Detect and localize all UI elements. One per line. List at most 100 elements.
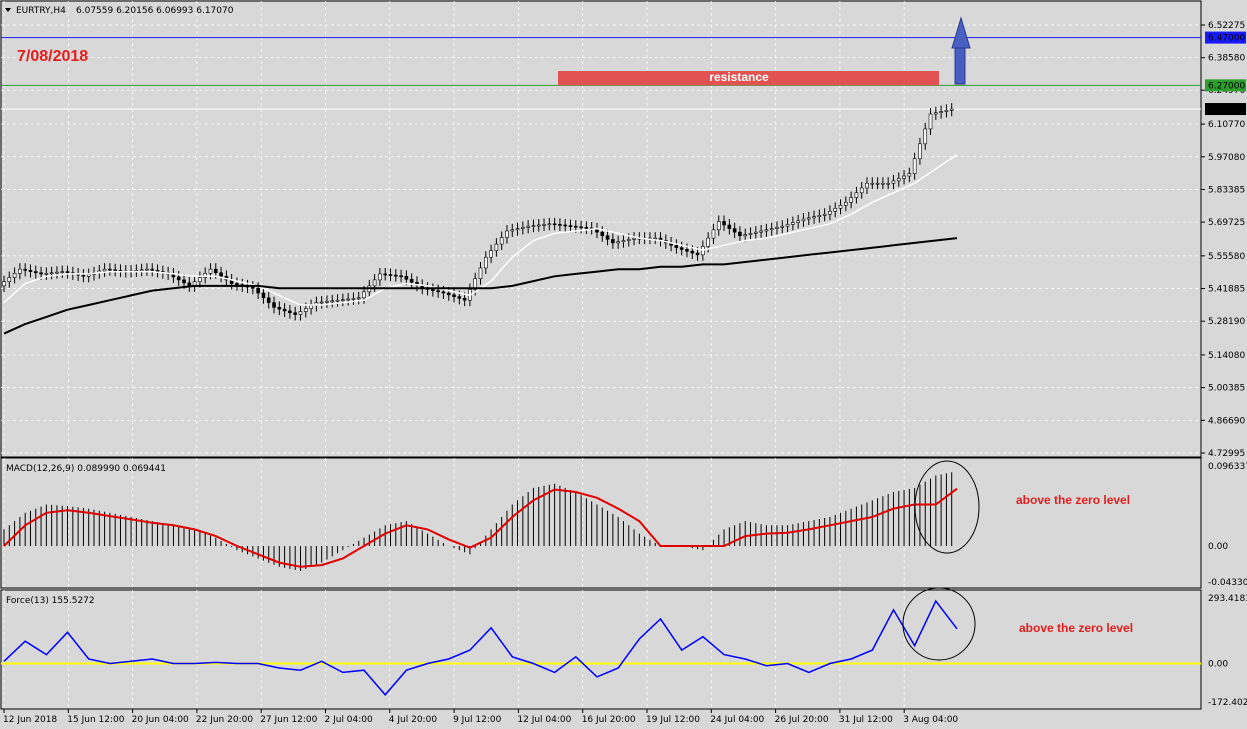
x-tick-label: 24 Jul 04:00 — [710, 715, 764, 725]
candle-body — [838, 205, 843, 209]
candle-body — [939, 111, 943, 114]
candle-body — [65, 271, 70, 274]
ohlc-label: 6.07559 6.20156 6.06993 6.17070 — [76, 6, 234, 16]
macd-y-axis-labels: 0.096337 0.00 -0.043303 — [1208, 462, 1247, 588]
candle-body — [309, 305, 313, 309]
candle-body — [494, 243, 499, 251]
candle-body — [531, 225, 536, 227]
candle-body — [409, 279, 414, 283]
macd-highlight-circle — [914, 460, 980, 554]
y-tick-label: 6.52275 — [1208, 21, 1245, 31]
candle-body — [452, 294, 456, 297]
y-tick-label: 6.10770 — [1208, 120, 1245, 130]
candle-body — [341, 299, 345, 301]
y-tick-label: 4.72995 — [1208, 449, 1245, 459]
dropdown-triangle-icon[interactable] — [5, 8, 11, 12]
candle-body — [801, 218, 806, 222]
candle-body — [780, 225, 785, 228]
candle-body — [695, 252, 700, 256]
candle-body — [282, 308, 287, 312]
force-panel — [0, 589, 1202, 710]
candle-body — [362, 291, 366, 299]
candle-body — [235, 283, 239, 285]
y-tick-label: 5.83385 — [1208, 185, 1245, 195]
candle-body — [404, 276, 409, 280]
candle-body — [812, 216, 816, 219]
date-annotation: 7/08/2018 — [17, 48, 88, 65]
candle-body — [706, 237, 710, 247]
candle-body — [558, 224, 562, 226]
y-tick-label: -0.043303 — [1208, 578, 1247, 588]
candle-body — [330, 300, 335, 303]
x-tick-label: 12 Jul 04:00 — [517, 715, 571, 725]
candle-body — [378, 273, 382, 281]
candle-body — [748, 233, 753, 235]
resistance-zone — [558, 71, 939, 86]
candle-body — [18, 268, 22, 274]
x-tick-label: 15 Jun 12:00 — [67, 715, 124, 725]
candle-body — [7, 277, 12, 282]
candle-body — [568, 225, 573, 227]
y-tick-label: 5.69725 — [1208, 218, 1245, 228]
candle-body — [616, 241, 620, 244]
y-tick-label: 4.86690 — [1208, 416, 1245, 426]
candle-body — [902, 175, 906, 179]
x-tick-label: 9 Jul 12:00 — [453, 715, 502, 725]
candle-body — [383, 273, 388, 276]
candle-body — [39, 272, 43, 275]
candle-body — [674, 244, 679, 248]
candle-body — [912, 158, 917, 174]
y-tick-label: 5.00385 — [1208, 384, 1245, 394]
symbol-label: EURTRY,H4 — [16, 6, 66, 16]
candle-body — [176, 276, 181, 281]
candle-body — [722, 221, 726, 226]
candle-body — [907, 173, 912, 177]
candle-body — [23, 268, 27, 271]
candle-body — [891, 180, 896, 184]
y-tick-label: 5.97080 — [1208, 153, 1245, 163]
force-annotation: above the zero level — [1019, 621, 1133, 635]
candle-body — [203, 273, 207, 278]
candle-body — [785, 224, 790, 227]
candle-body — [256, 287, 260, 294]
candle-body — [303, 308, 308, 312]
x-tick-label: 26 Jul 20:00 — [775, 715, 829, 725]
candle-body — [859, 187, 864, 194]
candle-body — [145, 268, 149, 271]
force-index-line — [3, 599, 958, 696]
x-tick-label: 12 Jun 2018 — [3, 715, 57, 725]
candle-body — [605, 235, 610, 240]
force-highlight-circle — [902, 587, 976, 661]
force-y-axis-labels: 293.4183 0.00 -172.4025 — [1208, 594, 1247, 708]
candle-body — [584, 227, 589, 229]
candle-body — [743, 234, 748, 237]
x-tick-label: 4 Jul 20:00 — [389, 715, 438, 725]
x-tick-label: 3 Aug 04:00 — [903, 715, 958, 725]
slow-moving-average-line — [3, 237, 958, 335]
y-tick-label: 0.00 — [1208, 542, 1228, 552]
candle-body — [854, 192, 859, 198]
candle-body — [213, 268, 218, 274]
x-tick-label: 19 Jul 12:00 — [646, 715, 700, 725]
candle-body — [288, 310, 292, 314]
price-tag — [1205, 31, 1246, 44]
y-tick-label: 5.55580 — [1208, 252, 1245, 262]
candle-body — [944, 109, 949, 112]
price-tags: 6.47000 6.27000 6.17070 — [1205, 31, 1246, 116]
candle-body — [108, 268, 112, 271]
candle-body — [536, 224, 541, 227]
candle-body — [86, 274, 91, 277]
candle-body — [198, 277, 202, 282]
candle-body — [626, 239, 631, 241]
candle-body — [775, 227, 779, 229]
candle-body — [896, 178, 901, 182]
candle-body — [918, 143, 922, 160]
candle-body — [139, 269, 144, 272]
candle-body — [870, 182, 875, 185]
candle-body — [351, 298, 356, 300]
candle-body — [828, 210, 832, 215]
candle-body — [457, 296, 462, 299]
candle-body — [791, 222, 795, 225]
x-tick-label: 31 Jul 12:00 — [839, 715, 893, 725]
candle-body — [12, 273, 17, 278]
